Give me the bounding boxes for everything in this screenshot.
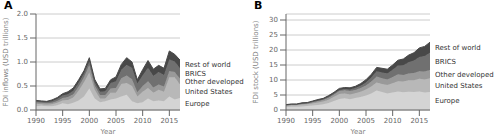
svg-text:1995: 1995 (304, 117, 322, 125)
svg-text:BRICS: BRICS (185, 70, 207, 78)
svg-text:20: 20 (269, 46, 278, 54)
svg-text:United States: United States (435, 82, 483, 90)
svg-text:FDI inflows (USD trillions): FDI inflows (USD trillions) (2, 17, 10, 106)
svg-text:2.0: 2.0 (17, 10, 28, 18)
svg-text:United States: United States (185, 88, 233, 96)
svg-text:Other developed: Other developed (435, 71, 494, 79)
svg-text:30: 30 (269, 16, 278, 24)
svg-text:15: 15 (269, 61, 278, 69)
svg-text:1.5: 1.5 (17, 34, 28, 42)
svg-text:2010: 2010 (134, 117, 152, 125)
svg-text:0: 0 (274, 106, 278, 114)
svg-text:Year: Year (100, 128, 116, 136)
svg-text:2000: 2000 (330, 117, 348, 125)
svg-text:25: 25 (269, 31, 278, 39)
svg-text:2005: 2005 (357, 117, 375, 125)
svg-text:Europe: Europe (435, 97, 460, 105)
svg-text:2010: 2010 (384, 117, 402, 125)
svg-text:BRICS: BRICS (435, 58, 457, 66)
svg-text:5: 5 (274, 91, 278, 99)
svg-text:0.0: 0.0 (17, 106, 28, 114)
svg-text:0.5: 0.5 (17, 82, 28, 90)
html-text:A: A (4, 0, 13, 12)
svg-text:2015: 2015 (160, 117, 178, 125)
svg-text:Europe: Europe (185, 100, 210, 108)
html-text:B: B (254, 0, 263, 12)
svg-text:2015: 2015 (410, 117, 428, 125)
svg-text:Rest of world: Rest of world (435, 44, 481, 52)
svg-text:2005: 2005 (107, 117, 125, 125)
svg-text:1990: 1990 (27, 117, 45, 125)
svg-text:2000: 2000 (80, 117, 98, 125)
svg-text:1995: 1995 (54, 117, 72, 125)
svg-text:1990: 1990 (277, 117, 295, 125)
svg-text:1.0: 1.0 (17, 58, 28, 66)
svg-text:FDI stock (USD trillions): FDI stock (USD trillions) (252, 20, 260, 103)
svg-text:10: 10 (269, 76, 278, 84)
svg-text:Rest of world: Rest of world (185, 61, 231, 69)
svg-text:Other developed: Other developed (185, 78, 244, 86)
svg-text:Year: Year (350, 128, 366, 136)
